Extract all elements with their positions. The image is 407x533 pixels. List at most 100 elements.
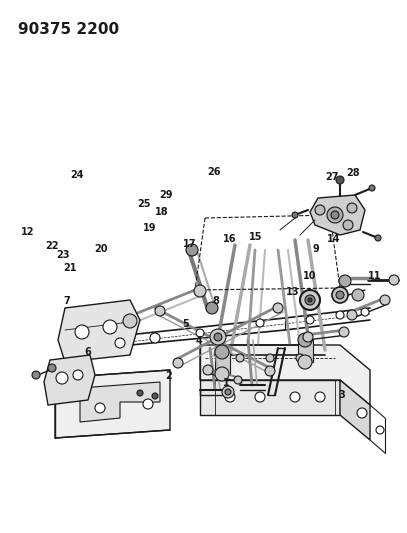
Text: 22: 22 [45,241,59,251]
Circle shape [152,393,158,399]
Circle shape [186,244,198,256]
Circle shape [265,366,275,376]
Circle shape [389,275,399,285]
Text: 9: 9 [312,245,319,254]
Text: 11: 11 [368,271,381,281]
Circle shape [380,295,390,305]
Circle shape [332,287,348,303]
Circle shape [347,310,357,320]
Circle shape [339,275,351,287]
Circle shape [143,399,153,409]
Text: 29: 29 [159,190,173,199]
Circle shape [225,392,235,402]
Circle shape [339,327,349,337]
Polygon shape [340,380,370,440]
Polygon shape [310,195,365,235]
Text: 1: 1 [223,378,229,387]
Circle shape [137,390,143,396]
Circle shape [343,220,353,230]
Bar [215,352,230,374]
Circle shape [327,207,343,223]
Text: 18: 18 [155,207,169,217]
Text: 3: 3 [339,391,345,400]
Circle shape [300,290,320,310]
Circle shape [206,302,218,314]
Circle shape [95,403,105,413]
Circle shape [352,289,364,301]
Text: 21: 21 [63,263,77,272]
Circle shape [32,371,40,379]
Circle shape [306,316,314,324]
Circle shape [375,235,381,241]
Text: 25: 25 [138,199,151,208]
Text: 2: 2 [166,371,172,381]
Text: 13: 13 [285,287,299,297]
Text: 28: 28 [346,168,360,178]
Circle shape [222,386,234,398]
Circle shape [196,329,204,337]
Circle shape [155,306,165,316]
Circle shape [305,295,315,305]
Text: 7: 7 [64,296,70,306]
Circle shape [292,212,298,218]
Text: 10: 10 [302,271,316,281]
Circle shape [347,203,357,213]
Text: 90375 2200: 90375 2200 [18,22,119,37]
Circle shape [298,355,312,369]
Circle shape [303,332,313,342]
Text: 12: 12 [21,227,35,237]
Text: 24: 24 [70,170,83,180]
Circle shape [123,314,137,328]
Polygon shape [44,355,95,405]
Bar [298,340,313,362]
Polygon shape [80,382,160,422]
Circle shape [315,392,325,402]
Circle shape [266,354,274,362]
Circle shape [115,338,125,348]
Text: 23: 23 [56,250,70,260]
Polygon shape [200,345,370,405]
Polygon shape [200,380,340,415]
Circle shape [256,319,264,327]
Text: 4: 4 [196,336,203,346]
Circle shape [73,370,83,380]
Text: 6: 6 [84,347,91,357]
Text: 8: 8 [212,296,219,306]
Text: 14: 14 [327,234,341,244]
Circle shape [210,329,226,345]
Text: 26: 26 [207,167,221,176]
Circle shape [75,325,89,339]
Circle shape [56,372,68,384]
Circle shape [234,376,242,384]
Circle shape [308,298,312,302]
Circle shape [298,333,312,347]
Circle shape [255,392,265,402]
Text: 20: 20 [94,245,108,254]
Polygon shape [58,300,140,362]
Text: 27: 27 [325,172,339,182]
Circle shape [214,333,222,341]
Circle shape [215,345,229,359]
Circle shape [48,364,56,372]
Text: 17: 17 [182,239,196,249]
Circle shape [336,176,344,184]
Text: 15: 15 [249,232,263,242]
Circle shape [296,354,304,362]
Circle shape [369,185,375,191]
Text: 16: 16 [223,234,237,244]
Circle shape [225,389,231,395]
Circle shape [357,408,367,418]
Circle shape [150,333,160,343]
Circle shape [236,354,244,362]
Polygon shape [55,370,170,438]
Circle shape [361,308,369,316]
Circle shape [215,367,229,381]
Circle shape [203,365,213,375]
Circle shape [315,205,325,215]
Circle shape [103,320,117,334]
Circle shape [336,291,344,299]
Circle shape [273,303,283,313]
Circle shape [336,311,344,319]
Circle shape [331,211,339,219]
Circle shape [173,358,183,368]
